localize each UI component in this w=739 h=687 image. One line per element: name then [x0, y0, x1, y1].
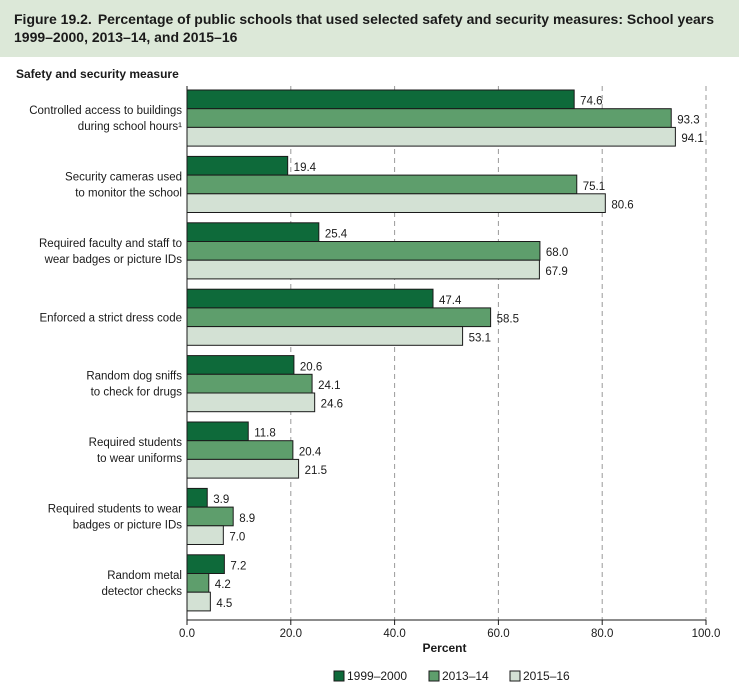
y-axis-title: Safety and security measure	[16, 67, 179, 81]
bar	[186, 554, 225, 574]
legend-swatch	[509, 670, 521, 682]
bar	[186, 525, 224, 545]
category-label: to wear uniforms	[97, 453, 182, 465]
data-label: 25.4	[325, 229, 348, 241]
legend-swatch	[333, 670, 345, 682]
bar	[186, 307, 492, 328]
data-label: 11.8	[254, 428, 276, 440]
bar	[186, 421, 249, 442]
data-label: 20.6	[300, 361, 322, 373]
bar	[186, 155, 289, 176]
bar	[186, 373, 313, 394]
category-label: to monitor the school	[75, 187, 182, 199]
bar	[186, 458, 300, 479]
category-label: Enforced a strict dress code	[39, 312, 182, 324]
data-label: 80.6	[611, 200, 633, 212]
x-tick-label: 0.0	[179, 628, 195, 640]
data-label: 68.0	[546, 247, 568, 259]
bar	[186, 288, 434, 309]
category-label: Random dog sniffs	[86, 371, 182, 383]
category-label: detector checks	[101, 586, 182, 598]
data-label: 8.9	[239, 513, 255, 525]
bar	[186, 591, 211, 612]
data-label: 67.9	[545, 266, 567, 278]
data-label: 74.6	[580, 96, 602, 108]
data-label: 4.5	[216, 598, 232, 610]
data-label: 4.2	[215, 579, 231, 591]
bar	[186, 126, 676, 147]
category-label: Controlled access to buildings	[29, 105, 182, 117]
bar	[186, 259, 540, 280]
category-label: wear badges or picture IDs	[44, 254, 183, 266]
bar	[186, 89, 575, 110]
bar	[186, 326, 464, 346]
data-label: 20.4	[299, 446, 322, 458]
data-label: 3.9	[213, 494, 229, 506]
bar	[186, 174, 578, 195]
bar	[186, 573, 210, 593]
figure-title: Figure 19.2. Percentage of public schools…	[14, 10, 729, 46]
bar	[186, 222, 320, 243]
bar	[186, 506, 234, 527]
x-tick-label: 80.0	[591, 628, 613, 640]
data-label: 24.1	[318, 380, 340, 392]
data-label: 24.6	[321, 399, 343, 411]
data-label: 58.5	[497, 314, 519, 326]
category-label: during school hours¹	[78, 121, 182, 133]
legend-label: 2013–14	[442, 669, 489, 683]
data-label: 19.4	[294, 162, 317, 174]
category-label: Required faculty and staff to	[39, 238, 182, 250]
data-label: 7.2	[230, 561, 246, 573]
legend-label: 2015–16	[523, 669, 570, 683]
legend-swatch	[428, 670, 440, 682]
bar	[186, 193, 606, 214]
category-label: Required students to wear	[48, 503, 182, 515]
bar	[186, 487, 208, 508]
category-label: Required students	[89, 437, 183, 449]
bar	[186, 440, 294, 460]
x-tick-label: 100.0	[692, 628, 721, 640]
bar	[186, 392, 316, 413]
category-label: Security cameras used	[65, 171, 182, 183]
data-label: 21.5	[305, 465, 327, 477]
bar	[186, 108, 672, 128]
x-tick-label: 60.0	[487, 628, 509, 640]
figure-title-band	[0, 0, 739, 57]
legend-label: 1999–2000	[347, 669, 407, 683]
data-label: 93.3	[677, 114, 699, 126]
x-tick-label: 40.0	[383, 628, 405, 640]
figure-title-text: Percentage of public schools that used s…	[14, 11, 718, 45]
data-label: 53.1	[469, 332, 491, 344]
bar	[186, 355, 295, 375]
data-label: 7.0	[229, 532, 245, 544]
bar	[186, 241, 541, 261]
data-label: 75.1	[583, 181, 605, 193]
category-label: to check for drugs	[91, 387, 183, 399]
figure-number: Figure 19.2.	[14, 11, 92, 27]
category-label: badges or picture IDs	[73, 519, 183, 531]
data-label: 47.4	[439, 295, 462, 307]
x-tick-label: 20.0	[280, 628, 302, 640]
x-axis-title: Percent	[422, 641, 466, 655]
category-label: Random metal	[107, 570, 182, 582]
data-label: 94.1	[681, 133, 703, 145]
